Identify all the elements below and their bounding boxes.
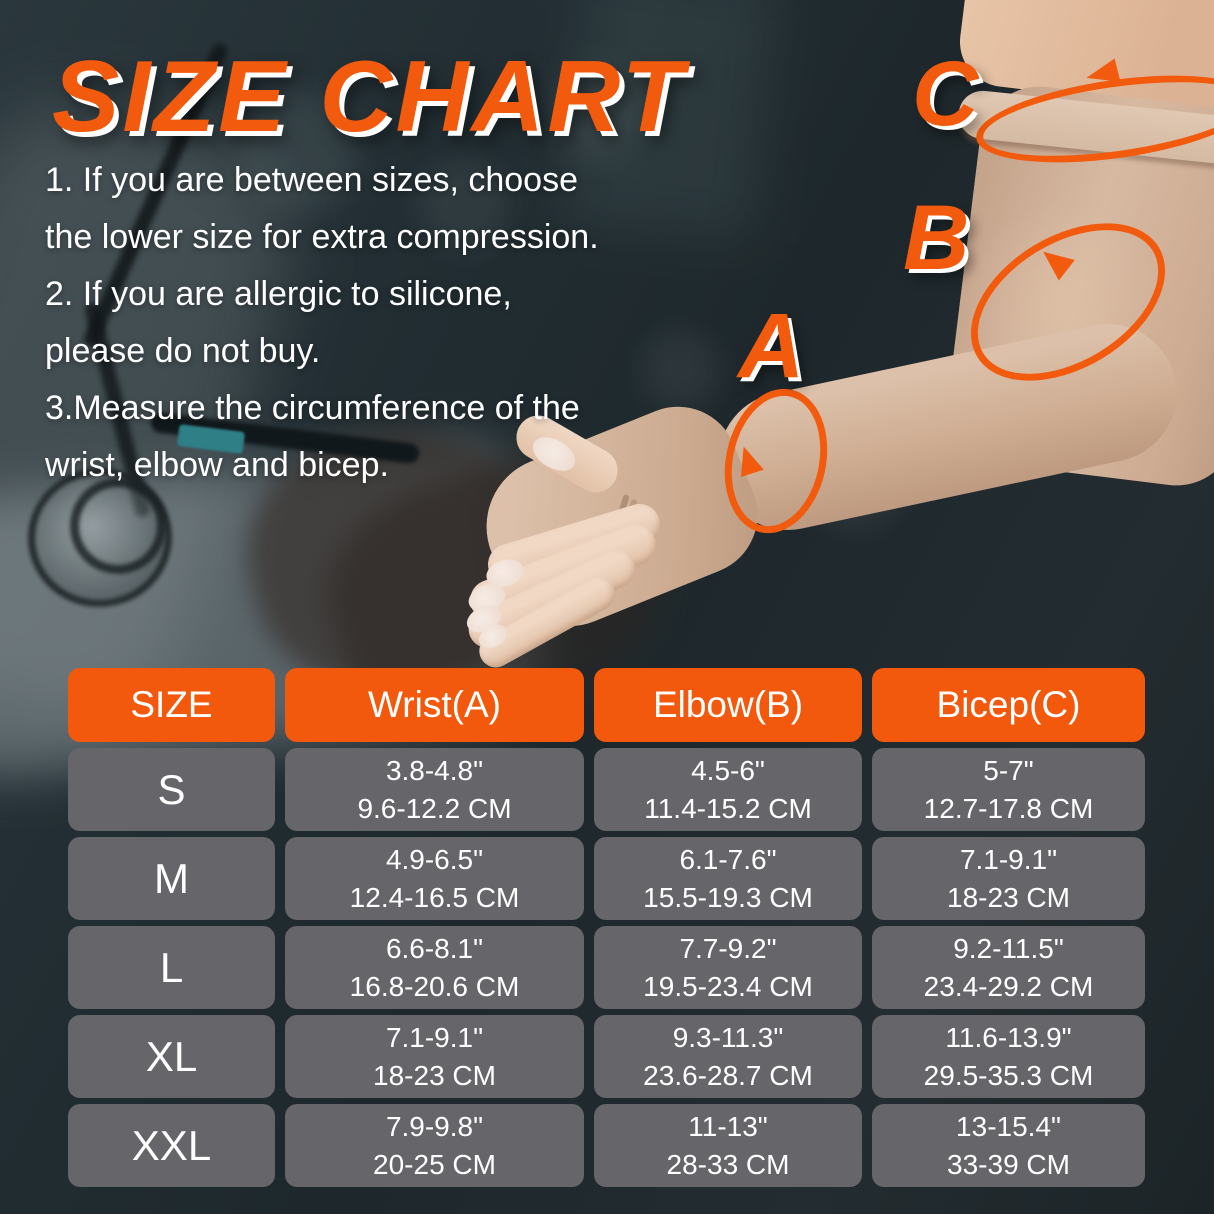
elbow-highlight [960,200,1160,400]
bicep-inches: 13-15.4" [956,1110,1061,1142]
row-m-elbow: 6.1-7.6" 15.5-19.3 CM [594,837,862,920]
bare-upper-arm [954,0,1214,118]
marker-c-label: C [912,43,979,145]
instruction-line: 3.Measure the circumference of the [45,389,580,427]
marker-b-label: B [903,187,970,289]
elbow-inches: 4.5-6" [691,754,765,786]
bicep-cm: 23.4-29.2 CM [923,970,1094,1002]
bicep-cm: 18-23 CM [947,881,1070,913]
finger [462,543,642,655]
fingernail [483,555,527,591]
bicep-inches: 5-7" [983,754,1034,786]
fingernail [462,600,506,638]
row-xxl-size: XXL [68,1104,275,1187]
finger [482,498,666,591]
row-xxl-elbow: 11-13" 28-33 CM [594,1104,862,1187]
wrist-cm: 16.8-20.6 CM [349,970,520,1002]
elbow-inches: 11-13" [688,1110,768,1142]
wrist-measure-ring [711,379,841,543]
marker-a-label: A [738,295,805,397]
wrist-inches: 7.1-9.1" [385,1021,484,1053]
row-l-elbow: 7.7-9.2" 19.5-23.4 CM [594,926,862,1009]
finger [464,518,662,627]
elbow-cm: 19.5-23.4 CM [643,970,813,1002]
instruction-line: the lower size for extra compression. [45,218,599,256]
row-l-wrist: 6.6-8.1" 16.8-20.6 CM [285,926,584,1009]
row-l-bicep: 9.2-11.5" 23.4-29.2 CM [872,926,1145,1009]
row-s-bicep: 5-7" 12.7-17.8 CM [872,748,1145,831]
page-title: SIZE CHART [52,41,687,153]
bicep-measure-ring [970,60,1214,178]
row-xxl-wrist: 7.9-9.8" 20-25 CM [285,1104,584,1187]
row-xl-bicep: 11.6-13.9" 29.5-35.3 CM [872,1015,1145,1098]
row-m-bicep: 7.1-9.1" 18-23 CM [872,837,1145,920]
table-header-elbow: Elbow(B) [594,668,862,742]
bicep-inches: 11.6-13.9" [945,1021,1072,1053]
row-s-wrist: 3.8-4.8" 9.6-12.2 CM [285,748,584,831]
row-s-size: S [68,748,275,831]
wrist-ring-arrow-icon [732,442,764,478]
wrist-cm: 12.4-16.5 CM [349,881,520,913]
wrist-inches: 3.8-4.8" [385,754,484,786]
elbow-measure-ring [943,190,1193,414]
wrist-inches: 7.9-9.8" [385,1110,484,1142]
row-m-wrist: 4.9-6.5" 12.4-16.5 CM [285,837,584,920]
elbow-cm: 11.4-15.2 CM [644,792,812,824]
fingernail [474,620,512,653]
instructions-text: 1. If you are between sizes, choose the … [45,152,705,494]
instruction-line: 2. If you are allergic to silicone, [45,275,512,313]
bicep-cm: 29.5-35.3 CM [923,1059,1094,1091]
row-l-size: L [68,926,275,1009]
instruction-line: 1. If you are between sizes, choose [45,161,578,199]
elbow-inches: 9.3-11.3" [672,1021,784,1053]
finger [473,571,621,674]
bokeh-spot [800,420,910,530]
table-header-wrist: Wrist(A) [285,668,584,742]
wrist-inches: 6.6-8.1" [385,932,484,964]
bicep-inches: 9.2-11.5" [953,932,1064,964]
table-header-size: SIZE [68,668,275,742]
bicep-ring-arrow-icon [1083,58,1121,90]
gauntlet-seam [588,493,630,607]
wrist-cm: 20-25 CM [373,1148,496,1180]
elbow-cm: 28-33 CM [666,1148,790,1180]
row-xl-size: XL [68,1015,275,1098]
bicep-inches: 7.1-9.1" [959,843,1058,875]
wrist-cm: 18-23 CM [373,1059,496,1091]
elbow-inches: 6.1-7.6" [679,843,777,875]
row-s-elbow: 4.5-6" 11.4-15.2 CM [594,748,862,831]
elbow-cm: 15.5-19.3 CM [643,881,813,913]
bicep-cm: 33-39 CM [947,1148,1070,1180]
row-xl-wrist: 7.1-9.1" 18-23 CM [285,1015,584,1098]
instruction-line: please do not buy. [45,332,321,370]
table-header-bicep: Bicep(C) [872,668,1145,742]
row-xxl-bicep: 13-15.4" 33-39 CM [872,1104,1145,1187]
row-m-size: M [68,837,275,920]
elbow-inches: 7.7-9.2" [679,932,777,964]
elbow-ring-arrow-icon [1035,241,1075,281]
row-xl-elbow: 9.3-11.3" 23.6-28.7 CM [594,1015,862,1098]
size-chart-table: SIZE Wrist(A) Elbow(B) Bicep(C) S 3.8-4.… [68,668,1145,1187]
elbow-cm: 23.6-28.7 CM [643,1059,813,1091]
bicep-cm: 12.7-17.8 CM [923,792,1094,824]
sleeve-upper-arm [940,79,1214,493]
instruction-line: wrist, elbow and bicep. [45,446,389,484]
fingernail [464,579,510,617]
sleeve-top-band [956,88,1214,168]
wrist-cm: 9.6-12.2 CM [357,792,512,824]
wrist-inches: 4.9-6.5" [385,843,484,875]
